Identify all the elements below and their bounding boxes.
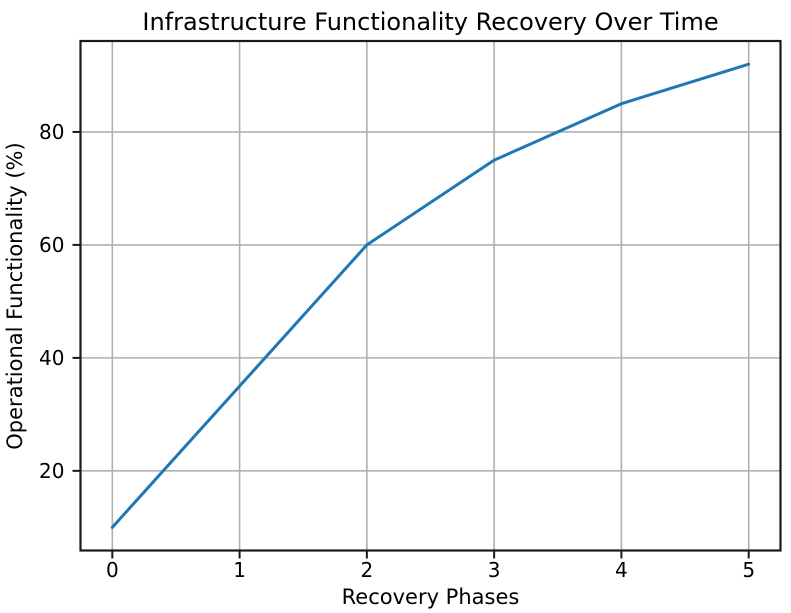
x-axis-label: Recovery Phases: [342, 585, 520, 609]
x-tick-label: 3: [488, 558, 501, 582]
plot-border: [79, 39, 782, 552]
y-tick-label: 40: [39, 346, 64, 370]
y-tick-label: 80: [39, 120, 64, 144]
data-series-layer: [110, 62, 751, 529]
axis-ticks: [72, 130, 750, 559]
gridlines: [80, 41, 781, 551]
x-tick-label: 0: [106, 558, 119, 582]
x-tick-label: 1: [233, 558, 246, 582]
x-tick-label: 5: [742, 558, 755, 582]
y-tick-label: 20: [39, 459, 64, 483]
x-tick-label: 4: [615, 558, 628, 582]
y-tick-label: 60: [39, 233, 64, 257]
chart-title: Infrastructure Functionality Recovery Ov…: [142, 8, 718, 36]
tick-labels: 0 1 2 3 4 5 20 40 60 80: [39, 120, 755, 582]
y-axis-label: Operational Functionality (%): [3, 142, 27, 449]
x-tick-label: 2: [360, 558, 373, 582]
recovery-line-series: [110, 62, 751, 529]
